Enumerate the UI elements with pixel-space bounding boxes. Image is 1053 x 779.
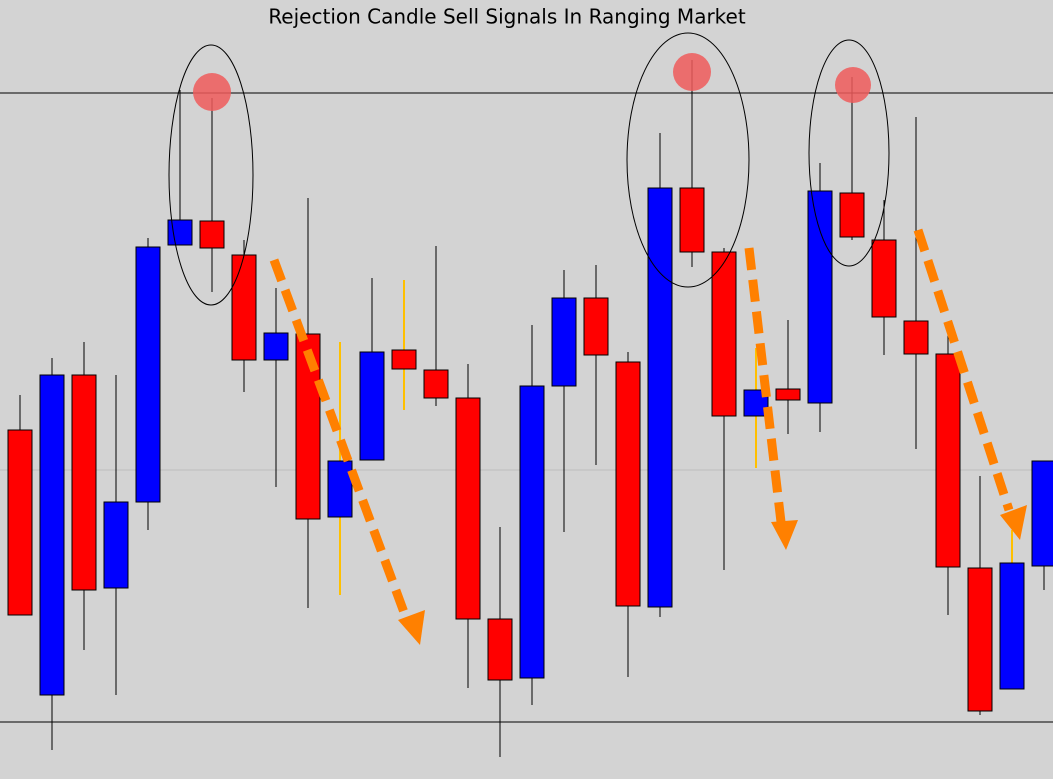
candle-body bbox=[647, 187, 673, 608]
candle-body bbox=[615, 361, 641, 607]
candle-body bbox=[935, 353, 961, 568]
candle-body bbox=[103, 501, 129, 589]
candle-body bbox=[263, 332, 289, 361]
candle-body bbox=[583, 297, 609, 356]
candle-body bbox=[1031, 460, 1053, 567]
signal-dot bbox=[835, 67, 871, 103]
candle-body bbox=[391, 349, 417, 370]
candle-body bbox=[839, 192, 865, 238]
ellipse bbox=[626, 32, 750, 288]
signal-dot bbox=[193, 73, 231, 111]
candle-body bbox=[71, 374, 97, 591]
candle-body bbox=[871, 239, 897, 318]
candle-body bbox=[423, 369, 449, 399]
annotations bbox=[168, 32, 890, 306]
chart-title: Rejection Candle Sell Signals In Ranging… bbox=[268, 5, 746, 29]
candle-body bbox=[359, 351, 385, 461]
candle-body bbox=[551, 297, 577, 387]
signal-dots bbox=[193, 53, 871, 111]
arrow-heads bbox=[398, 505, 1027, 645]
arrow-head bbox=[1000, 505, 1027, 540]
candle-body bbox=[39, 374, 65, 696]
candle-body bbox=[487, 618, 513, 681]
arrow-head bbox=[398, 610, 425, 645]
candles bbox=[7, 60, 1053, 757]
arrow bbox=[913, 228, 1014, 512]
candle-body bbox=[775, 388, 801, 401]
candle-body bbox=[519, 385, 545, 679]
candle-body bbox=[455, 397, 481, 620]
arrows bbox=[269, 228, 1014, 617]
ellipse bbox=[808, 39, 890, 267]
arrow-head bbox=[771, 520, 798, 550]
arrow bbox=[744, 247, 786, 523]
candle-body bbox=[903, 320, 929, 355]
candle-body bbox=[135, 246, 161, 503]
candle-body bbox=[711, 251, 737, 417]
candle-body bbox=[999, 562, 1025, 690]
candle-body bbox=[231, 254, 257, 361]
candle-body bbox=[7, 429, 33, 616]
candle-body bbox=[807, 190, 833, 404]
ellipse bbox=[168, 44, 254, 306]
candle-body bbox=[679, 187, 705, 253]
candle-body bbox=[327, 460, 353, 518]
candle-body bbox=[199, 220, 225, 249]
signal-dot bbox=[673, 53, 711, 91]
candle-body bbox=[967, 567, 993, 712]
